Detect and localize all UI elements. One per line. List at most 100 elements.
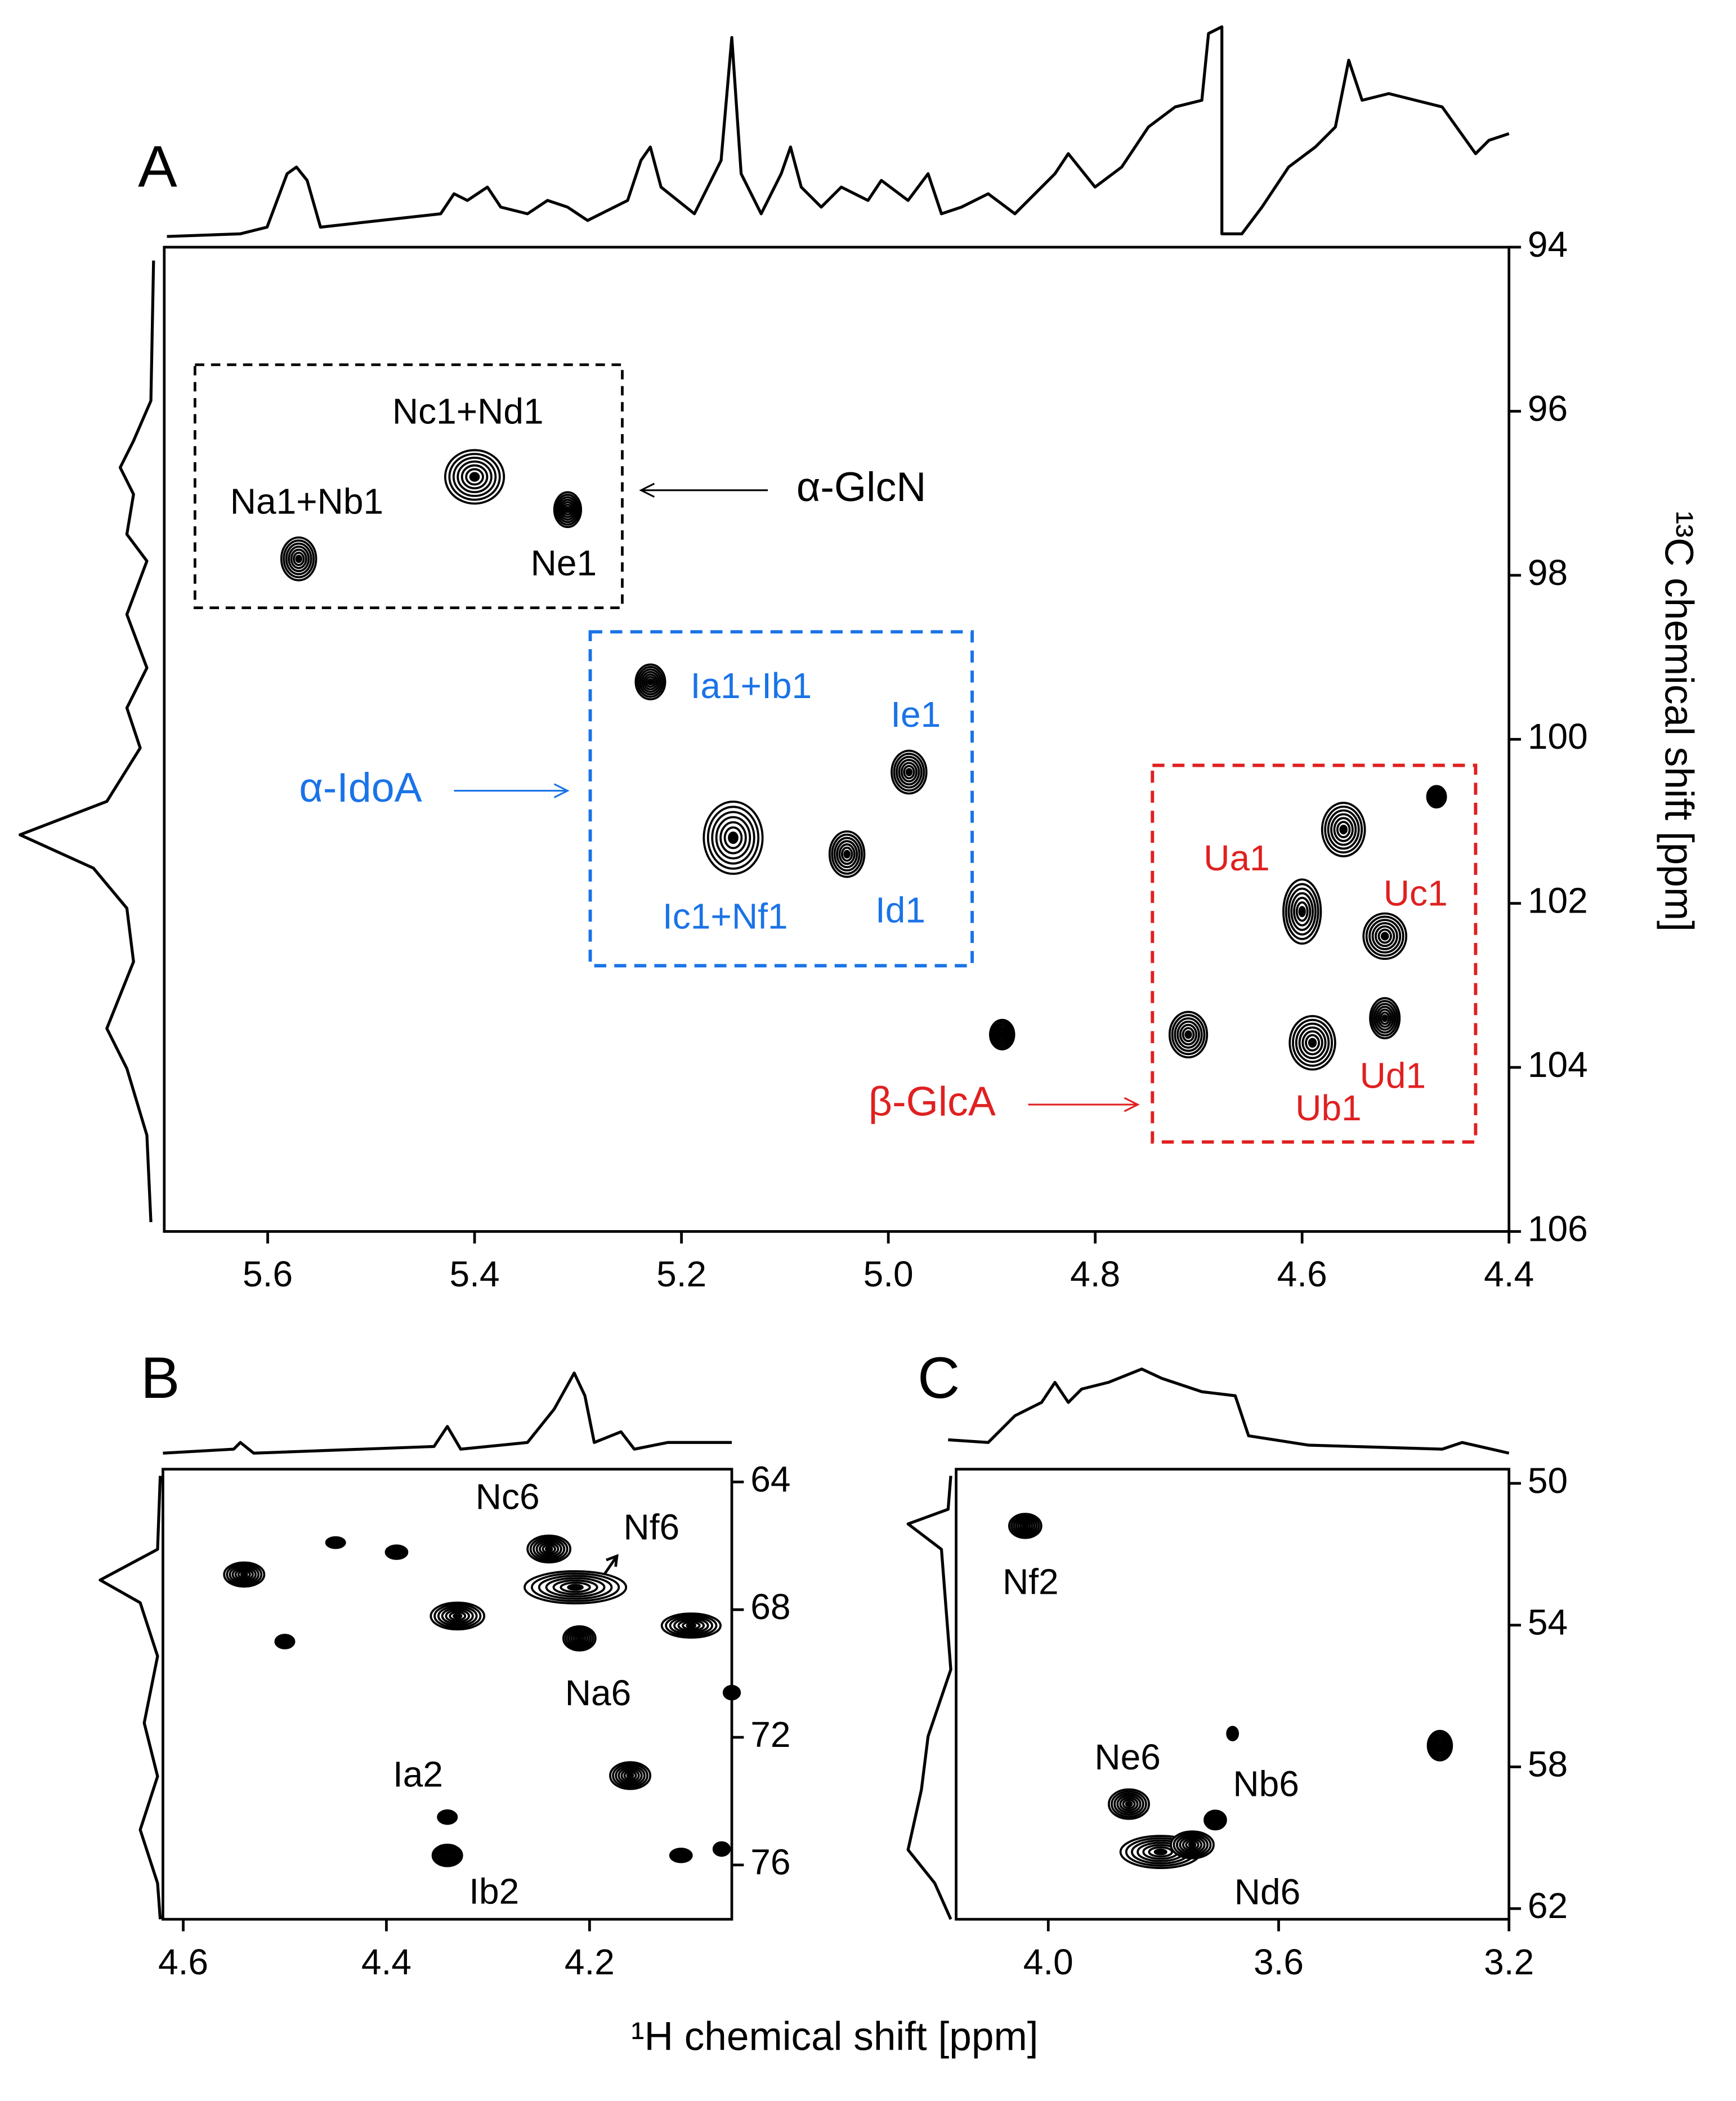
contour [1184,1030,1192,1039]
contour-core [1126,1802,1131,1807]
peak [722,1684,741,1701]
peak [1369,997,1401,1040]
contour-core [1186,1031,1191,1038]
x-tick-label: 3.6 [1254,1942,1304,1982]
contour [1330,813,1357,846]
y-tick-label: 50 [1528,1460,1568,1501]
contour [1111,1790,1147,1818]
peak-label: Id1 [875,890,925,931]
contour [1010,1514,1040,1537]
contour [285,542,312,575]
contour [226,1563,263,1586]
peak [1108,1788,1150,1820]
x-tick-label: 4.6 [1277,1254,1327,1294]
panel-letter: B [141,1345,180,1411]
contour-core [1438,1744,1442,1748]
contour [552,1579,598,1595]
contour [645,676,656,688]
projection [18,260,155,1222]
contour [1431,1736,1448,1755]
contour [723,826,743,850]
peak [429,1601,486,1631]
contour [1433,1738,1446,1753]
arrow [639,482,768,498]
contour [442,1851,453,1860]
contour [229,1564,260,1584]
peak [524,1570,628,1604]
y-tick-label: 72 [750,1714,790,1755]
peak-label: Ud1 [1360,1055,1426,1096]
contour-core [1300,908,1305,916]
contour-core [719,1847,724,1852]
peak [989,1018,1015,1050]
peak [1288,1014,1336,1071]
panel-letter: C [918,1345,960,1411]
contour [1371,922,1398,950]
peak [1168,1011,1209,1058]
contour [567,1584,584,1591]
contour [647,678,654,686]
contour-core [577,1636,581,1640]
peak-label: Ie1 [891,694,941,735]
contour [452,457,497,497]
contour [1113,1792,1144,1816]
plot-frame [163,245,1511,1233]
contour-core [565,507,570,512]
contour-core [730,833,737,842]
contour [623,1771,637,1781]
contour [460,464,489,490]
contour [1293,896,1312,927]
contour-core [1309,1039,1316,1047]
peak [1170,1830,1215,1859]
projection [99,1476,162,1920]
contour-core [1382,1016,1387,1021]
contour-core [333,1540,338,1545]
contour [449,1611,467,1621]
contour [1017,1519,1033,1532]
peak [891,749,928,795]
y-tick-label: 68 [750,1586,790,1627]
contour [1336,821,1351,838]
peak [274,1634,296,1649]
arrow [1028,1097,1140,1112]
contour [1205,1811,1226,1830]
contour [1377,1008,1393,1028]
contour [557,496,579,524]
contour [618,1767,643,1785]
contour [1377,928,1392,944]
peak-label: Ia2 [393,1754,443,1794]
contour [1176,1020,1200,1049]
contour-core [569,1585,581,1590]
contour [1185,1840,1200,1850]
contour [641,670,660,693]
contour [991,1021,1014,1049]
contour [637,665,664,698]
contour [574,1634,585,1643]
contour [1308,1038,1317,1048]
peak [223,1561,266,1588]
contour [1182,1838,1203,1852]
contour [1153,1848,1167,1856]
contour [615,1765,646,1786]
contour [1305,1034,1320,1052]
contour [433,1845,461,1866]
contour [1287,887,1317,936]
contour [1298,1026,1327,1060]
contour [996,1027,1009,1042]
contour [682,1621,701,1630]
x-tick-label: 4.8 [1070,1254,1120,1294]
peak-label: Nc6 [476,1477,540,1517]
group-label: α-GlcN [797,463,926,510]
peak-label: Nb6 [1233,1764,1299,1804]
contour [1435,1740,1444,1751]
contour [677,1619,705,1632]
plot-frame [955,1468,1511,1921]
contour [567,1629,592,1648]
contour-core [1156,1850,1166,1854]
contour [1148,1846,1173,1858]
contour [288,546,310,573]
contour [898,758,920,786]
contour [1295,1022,1330,1063]
group-box [1151,763,1478,1144]
contour [711,811,755,865]
